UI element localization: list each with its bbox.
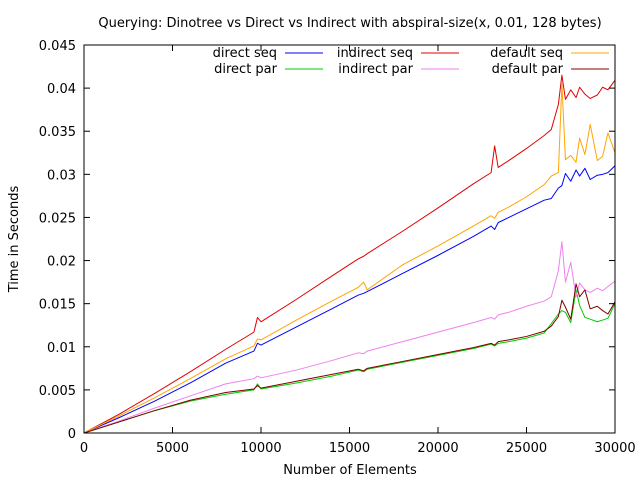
x-axis: 0 5000 10000 15000 20000 25000 30000 bbox=[80, 45, 636, 456]
x-tick-label: 15000 bbox=[329, 441, 370, 456]
series-line-indirect-seq bbox=[83, 74, 616, 434]
y-axis: 0 0.005 0.01 0.015 0.02 0.025 0.03 0.035 0.04 0.0… bbox=[39, 39, 615, 442]
y-tick-label: 0.005 bbox=[39, 384, 76, 399]
x-tick-label: 5000 bbox=[156, 441, 189, 456]
legend-label: direct par bbox=[214, 62, 278, 77]
y-axis-label: Time in Seconds bbox=[7, 186, 22, 294]
legend-label: direct seq bbox=[213, 46, 277, 61]
x-tick-label: 0 bbox=[80, 441, 88, 456]
series-line-default-seq bbox=[83, 83, 616, 434]
y-tick-label: 0.01 bbox=[47, 341, 76, 356]
y-tick-label: 0.045 bbox=[39, 39, 76, 54]
plot-frame bbox=[83, 44, 616, 434]
series-line-direct-seq bbox=[83, 165, 616, 434]
series-line-indirect-par bbox=[83, 241, 616, 434]
y-tick-label: 0.03 bbox=[47, 168, 76, 183]
chart-title: Querying: Dinotree vs Direct vs Indirect… bbox=[98, 16, 601, 31]
y-tick-label: 0.015 bbox=[39, 298, 76, 313]
x-tick-label: 10000 bbox=[240, 441, 281, 456]
y-tick-label: 0.02 bbox=[47, 255, 76, 270]
y-tick-label: 0.04 bbox=[47, 82, 76, 97]
y-tick-label: 0.035 bbox=[39, 125, 76, 140]
y-tick-label: 0.025 bbox=[39, 211, 76, 226]
series-line-default-par bbox=[83, 283, 616, 434]
legend-label: default seq bbox=[490, 46, 563, 61]
x-tick-label: 30000 bbox=[594, 441, 635, 456]
series-line-direct-par bbox=[83, 289, 616, 434]
series-lines bbox=[83, 74, 616, 434]
y-tick-label: 0 bbox=[68, 427, 76, 442]
x-tick-label: 20000 bbox=[417, 441, 458, 456]
legend-label: default par bbox=[492, 62, 564, 77]
x-tick-label: 25000 bbox=[506, 441, 547, 456]
x-axis-label: Number of Elements bbox=[283, 463, 417, 478]
legend-label: indirect par bbox=[338, 62, 413, 77]
legend-label: indirect seq bbox=[337, 46, 413, 61]
